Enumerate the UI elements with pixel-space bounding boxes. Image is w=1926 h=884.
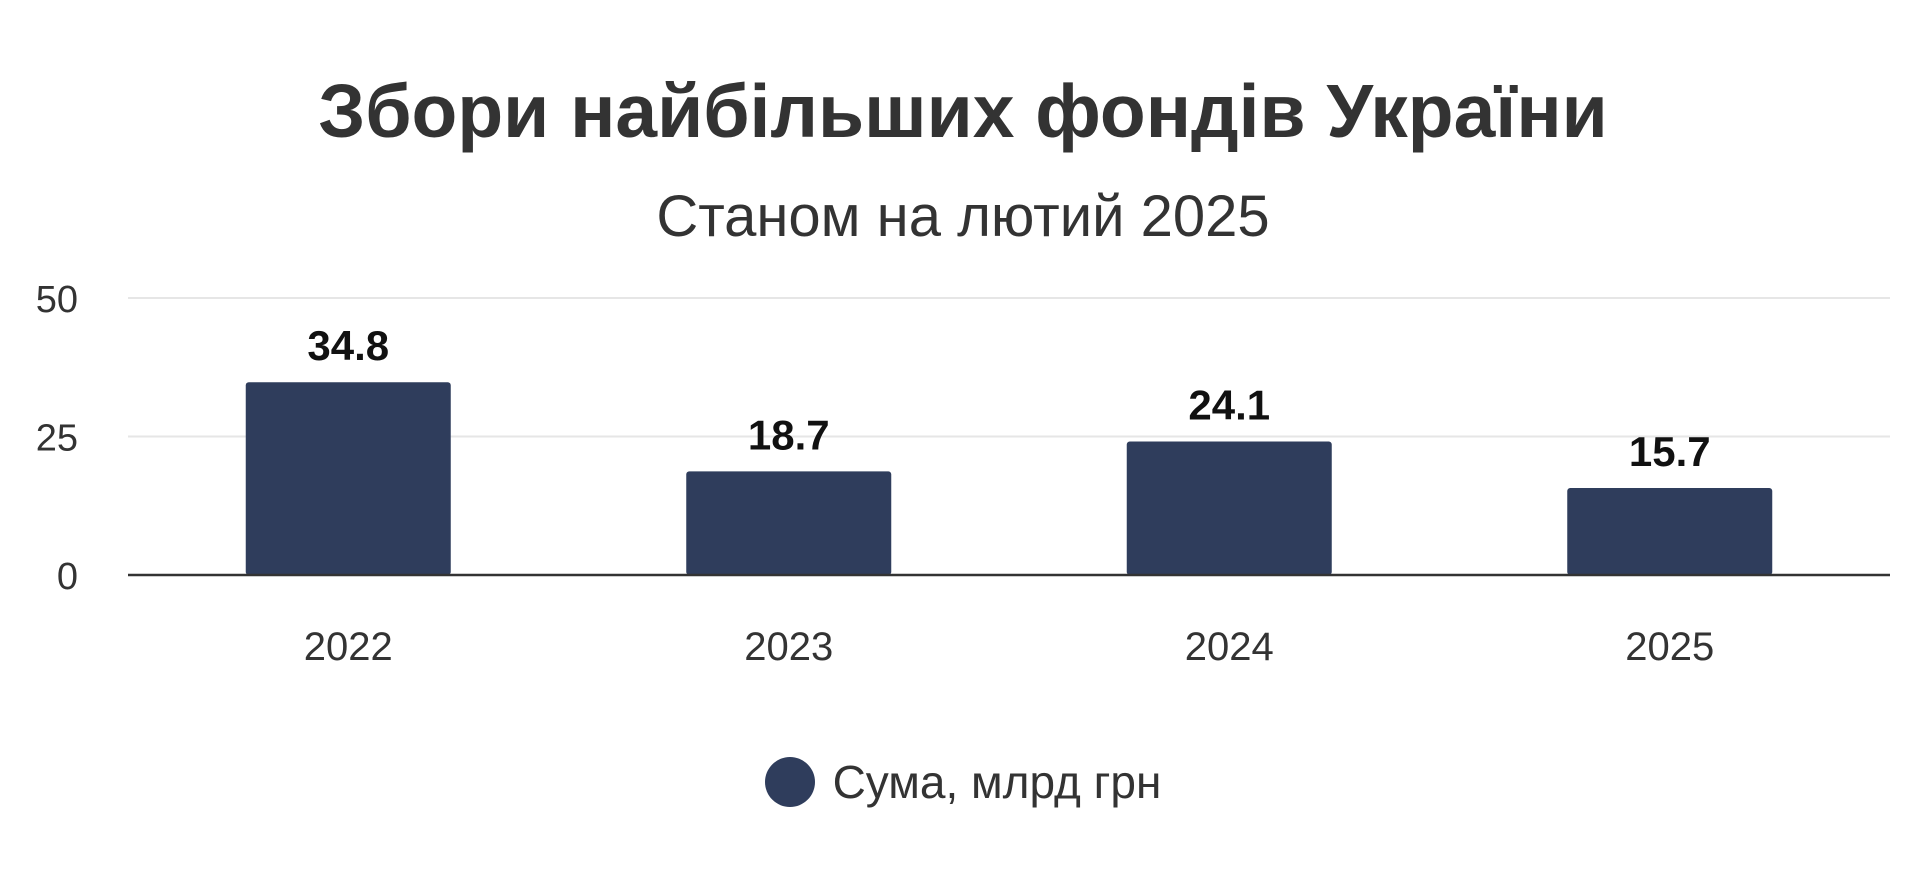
y-tick-label: 0	[57, 556, 78, 598]
legend-label: Сума, млрд грн	[832, 756, 1162, 808]
bar	[245, 382, 451, 575]
chart-subtitle: Станом на лютий 2025	[656, 184, 1270, 249]
bar	[686, 471, 892, 575]
chart-title: Збори найбільших фондів України	[318, 69, 1608, 153]
y-tick-label: 25	[36, 418, 78, 460]
x-tick-label: 2022	[304, 625, 393, 669]
legend-swatch	[764, 757, 815, 807]
bar	[1567, 488, 1773, 575]
bar	[1126, 441, 1332, 575]
x-tick-label: 2024	[1185, 625, 1274, 669]
x-tick-label: 2023	[744, 625, 833, 669]
y-tick-label: 50	[36, 279, 78, 321]
data-label: 15.7	[1629, 428, 1711, 475]
x-tick-label: 2025	[1625, 625, 1714, 669]
data-label: 24.1	[1188, 381, 1270, 428]
legend[interactable]: Сума, млрд грн	[0, 755, 1926, 809]
data-label: 34.8	[307, 322, 389, 369]
data-label: 18.7	[748, 411, 830, 458]
